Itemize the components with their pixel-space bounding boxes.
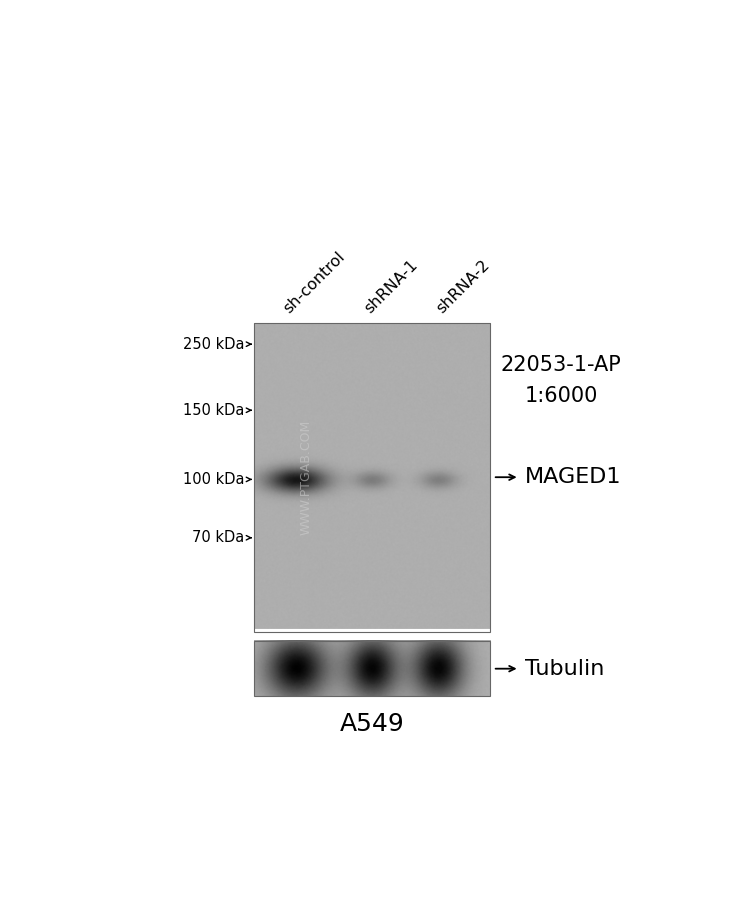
Text: 70 kDa: 70 kDa: [192, 531, 244, 545]
Text: shRNA-2: shRNA-2: [434, 258, 493, 316]
Bar: [254, 641, 490, 696]
Text: A549: A549: [340, 712, 404, 736]
Text: 22053-1-AP: 22053-1-AP: [501, 355, 622, 375]
Text: 1:6000: 1:6000: [524, 386, 597, 406]
Text: sh-control: sh-control: [280, 250, 347, 316]
Text: shRNA-1: shRNA-1: [362, 258, 421, 316]
Text: 150 kDa: 150 kDa: [183, 403, 244, 418]
Bar: [254, 323, 490, 632]
Text: WWW.PTGAB.COM: WWW.PTGAB.COM: [299, 420, 312, 535]
Text: Tubulin: Tubulin: [526, 659, 605, 678]
Text: 100 kDa: 100 kDa: [183, 472, 244, 487]
Text: MAGED1: MAGED1: [526, 468, 622, 487]
Text: 250 kDa: 250 kDa: [183, 337, 244, 351]
